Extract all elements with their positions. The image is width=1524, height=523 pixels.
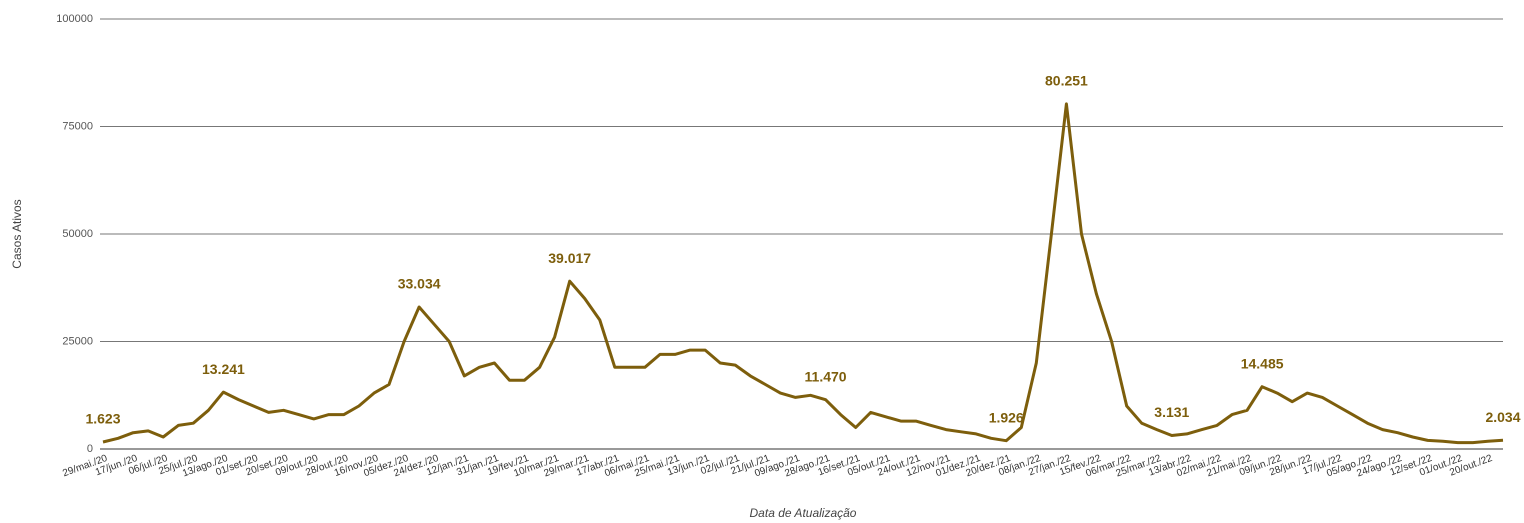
x-axis-label: Data de Atualização (750, 506, 857, 520)
data-line (102, 102, 1504, 445)
data-label: 1.623 (85, 411, 120, 427)
y-tick-label: 0 (87, 443, 93, 455)
data-label: 11.470 (805, 368, 847, 384)
data-label: 39.017 (548, 250, 591, 266)
y-tick-label: 25000 (62, 335, 93, 347)
y-tick-label: 100000 (56, 13, 93, 25)
y-axis-label: Casos Ativos (10, 199, 24, 268)
data-label: 13.241 (202, 361, 245, 377)
data-label: 2.034 (1485, 409, 1520, 425)
y-tick-label: 75000 (62, 120, 93, 132)
data-label: 1.926 (989, 409, 1024, 425)
y-tick-label: 50000 (62, 228, 93, 240)
data-label: 80.251 (1045, 73, 1088, 89)
data-label: 14.485 (1241, 355, 1284, 371)
data-label: 33.034 (398, 276, 441, 292)
data-label: 3.131 (1154, 404, 1189, 420)
